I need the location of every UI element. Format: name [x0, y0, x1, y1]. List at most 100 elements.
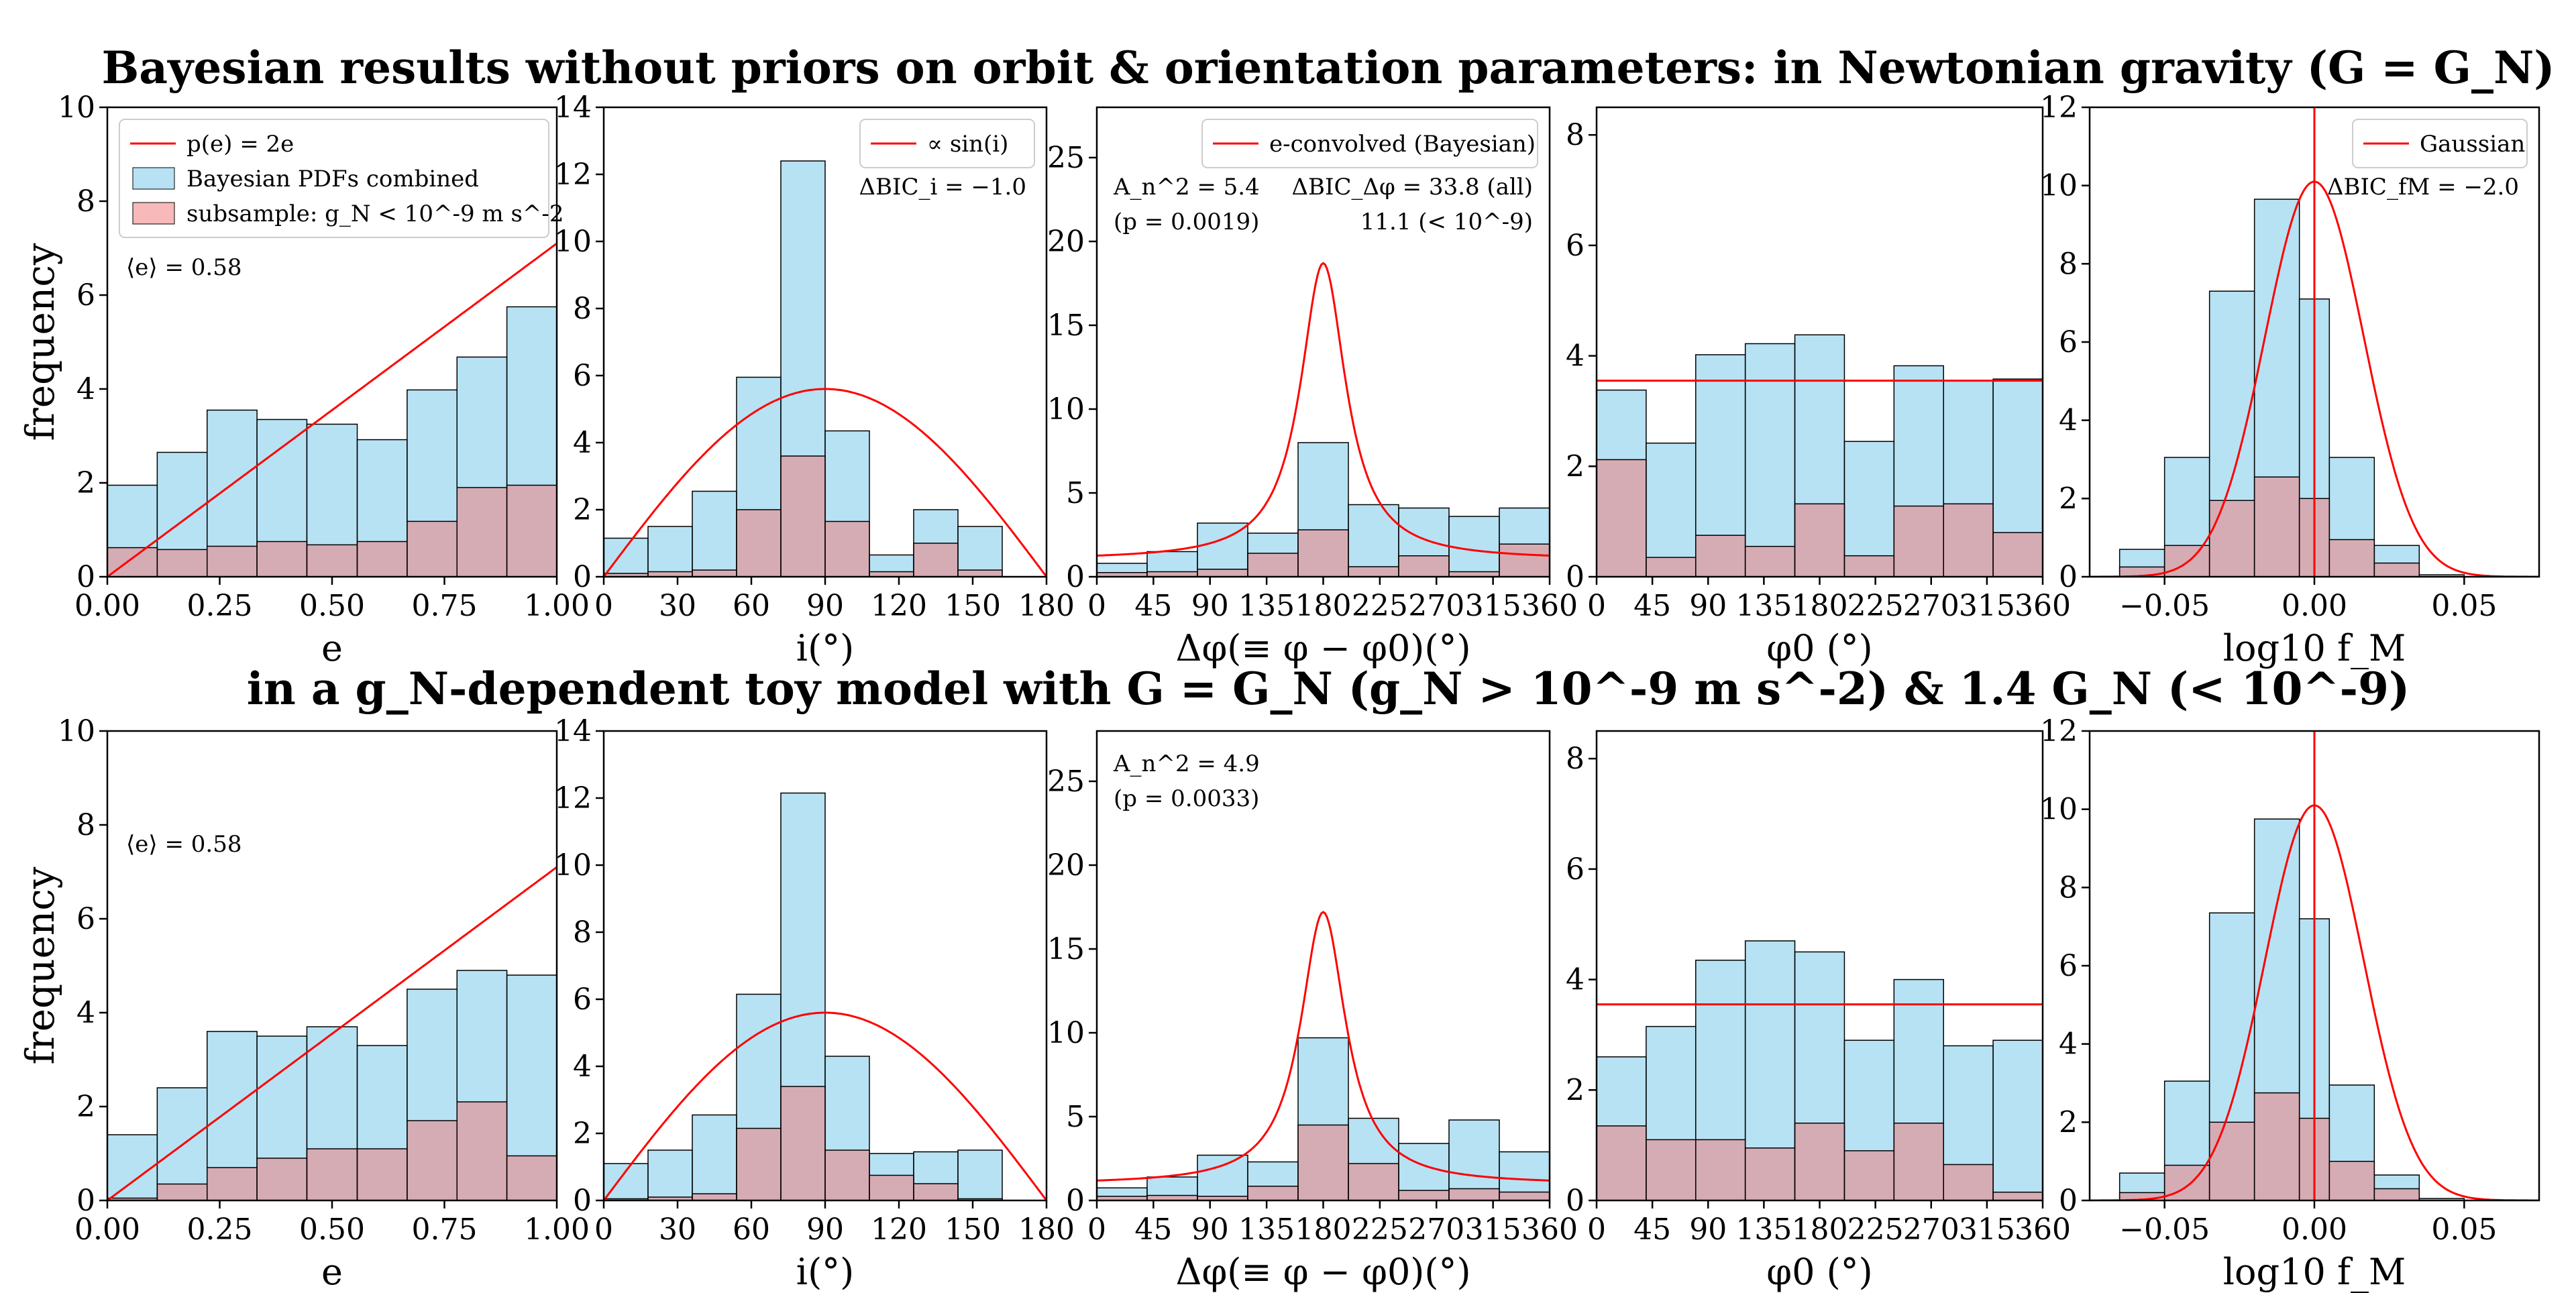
plot-area	[604, 792, 1046, 1200]
hist-bar-all	[1646, 442, 1697, 577]
y-tick-label: 25	[1047, 765, 1085, 799]
hist-bar-subsample	[1348, 566, 1399, 577]
y-tick-label: 8	[1566, 118, 1585, 152]
x-tick-label: 60	[733, 1213, 770, 1247]
hist-bar-subsample	[1943, 503, 1994, 577]
x-tick-label: 270	[1408, 1213, 1464, 1247]
y-tick-label: 8	[573, 292, 592, 326]
y-tick-label: 10	[1047, 1016, 1085, 1050]
x-tick-label: 180	[1295, 1213, 1352, 1247]
x-tick-label: 225	[1352, 1213, 1408, 1247]
row-title-bottom: in a g_N-dependent toy model with G = G_…	[247, 663, 2410, 715]
hist-bar-subsample	[2163, 545, 2210, 577]
y-tick-label: 6	[573, 359, 592, 393]
hist-bar-all	[1744, 343, 1796, 577]
y-tick-label: 12	[554, 781, 592, 816]
plot-area	[1597, 940, 2043, 1200]
x-tick-label: −0.05	[2119, 589, 2210, 623]
hist-bar-subsample	[824, 520, 870, 577]
y-tick-label: 2	[1566, 1073, 1585, 1107]
x-axis-label: φ0 (°)	[1766, 1251, 1872, 1293]
panel-bottom-phi0: 0 45 90 135 180 225 270 315 360 0 2 4 6 8 φ0 (°)	[1566, 730, 2071, 1293]
hist-bar-all	[107, 1134, 158, 1200]
annotation-dbic-i: ΔBIC_i = −1.0	[859, 174, 1026, 201]
annotation-dbic-fm: ΔBIC_fM = −2.0	[2327, 174, 2519, 201]
model-curve	[107, 242, 557, 577]
hist-bar-all	[647, 526, 693, 577]
hist-bar-subsample	[824, 1149, 870, 1200]
hist-bar-subsample	[1843, 1150, 1895, 1200]
x-tick-label: 180	[1018, 1213, 1075, 1247]
hist-bar-subsample	[913, 543, 959, 577]
hist-bar-all	[604, 1163, 649, 1200]
hist-bar-subsample	[1297, 529, 1349, 577]
row-title-top: Bayesian results without priors on orbit…	[101, 42, 2555, 94]
x-tick-label: 90	[1191, 589, 1229, 623]
hist-bar-subsample	[869, 1174, 914, 1200]
y-tick-label: 0	[1066, 560, 1085, 594]
hist-bar-subsample	[156, 549, 208, 577]
y-tick-label: 4	[2059, 1027, 2078, 1062]
y-tick-label: 6	[76, 278, 95, 313]
x-tick-label: 30	[659, 589, 696, 623]
hist-bar-subsample	[1597, 1125, 1647, 1200]
y-tick-label: 2	[2059, 482, 2078, 516]
x-axis-label: log10 f_M	[2223, 1251, 2406, 1293]
plot-area	[1097, 262, 1550, 577]
x-axis-label: log10 f_M	[2223, 627, 2406, 669]
hist-bar-all	[957, 526, 1003, 577]
hist-bar-subsample	[456, 1101, 508, 1200]
hist-bar-subsample	[407, 520, 458, 577]
x-axis-label: Δφ(≡ φ − φ0)(°)	[1175, 1251, 1470, 1293]
model-curve	[107, 866, 557, 1200]
hist-bar-subsample	[2328, 1160, 2375, 1200]
x-tick-label: 225	[1847, 1213, 1904, 1247]
y-tick-label: 10	[2040, 793, 2078, 827]
y-tick-label: 2	[2059, 1105, 2078, 1139]
x-tick-label: 0.25	[187, 589, 253, 623]
legend-label: e-convolved (Bayesian)	[1269, 131, 1536, 158]
x-tick-label: −0.05	[2119, 1213, 2210, 1247]
y-tick-label: 8	[1566, 742, 1585, 776]
hist-bar-subsample	[356, 1148, 408, 1200]
model-curve	[1097, 262, 1550, 557]
plot-area	[2090, 107, 2539, 577]
x-tick-label: 0.00	[74, 1213, 140, 1247]
hist-bar-subsample	[506, 1155, 557, 1200]
y-tick-label: 6	[573, 982, 592, 1017]
legend-patch-swatch	[132, 167, 175, 190]
hist-bar-subsample	[506, 484, 557, 577]
hist-bar-subsample	[1247, 1186, 1299, 1200]
panel-top-fm: −0.05 0.00 0.05 0 2 4 6 8 10 12 log10 f_M Gaussian Δ…	[2040, 91, 2540, 669]
legend-box	[119, 119, 549, 238]
y-tick-label: 4	[573, 1050, 592, 1084]
x-tick-label: 30	[659, 1213, 696, 1247]
hist-bar-subsample	[156, 1183, 208, 1200]
x-tick-label: 270	[1408, 589, 1464, 623]
model-curve	[604, 388, 1046, 577]
model-curve	[1097, 911, 1550, 1182]
x-axis-label: Δφ(≡ φ − φ0)(°)	[1175, 627, 1470, 669]
hist-bar-all	[692, 1114, 737, 1200]
hist-bar-subsample	[780, 1086, 826, 1200]
x-tick-label: 0.50	[299, 1213, 365, 1247]
x-tick-label: 45	[1633, 1213, 1671, 1247]
annotation-mean-e: ⟨e⟩ = 0.58	[126, 831, 241, 858]
annotation-dbic-dphi-sub: 11.1 (< 10^-9)	[1360, 209, 1533, 235]
hist-bar-subsample	[2253, 1092, 2300, 1200]
x-tick-label: 360	[2015, 589, 2071, 623]
y-tick-label: 5	[1066, 476, 1085, 510]
legend-patch-swatch	[132, 202, 175, 225]
y-tick-label: 0	[1566, 560, 1585, 594]
y-tick-label: 25	[1047, 141, 1085, 175]
y-tick-label: 4	[2059, 404, 2078, 438]
y-tick-label: 20	[1047, 225, 1085, 259]
x-tick-label: 180	[1792, 589, 1848, 623]
annotation-an2: A_n^2 = 4.9	[1113, 750, 1260, 777]
panel-bottom-fm: −0.05 0.00 0.05 0 2 4 6 8 10 12 log10 f_M	[2040, 714, 2540, 1293]
hist-bar-subsample	[456, 487, 508, 577]
hist-bar-subsample	[1499, 1191, 1550, 1200]
hist-bar-subsample	[1297, 1124, 1349, 1200]
x-tick-label: 0	[1587, 589, 1606, 623]
